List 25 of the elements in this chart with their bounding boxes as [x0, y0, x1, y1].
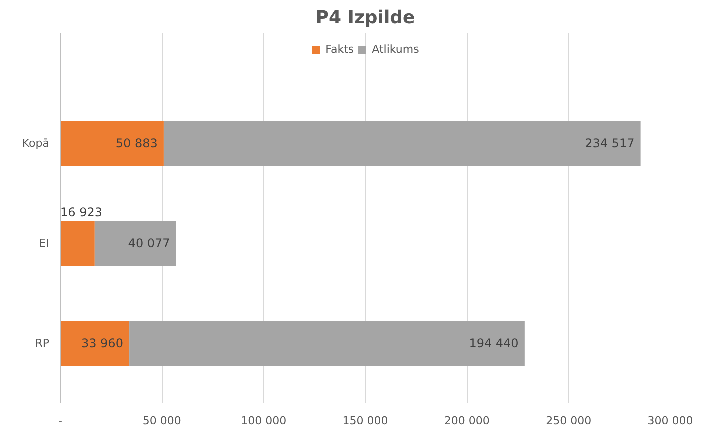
x-tick-label: 100 000: [241, 414, 287, 428]
data-label: 234 517: [585, 136, 635, 150]
x-tick-label: 200 000: [444, 414, 490, 428]
data-label: 194 440: [469, 336, 519, 350]
data-label: 33 960: [81, 336, 124, 350]
legend-label: Fakts: [326, 43, 354, 56]
y-tick-label: RP: [35, 337, 50, 350]
x-tick-label: 250 000: [546, 414, 592, 428]
y-tick-label: Kopā: [22, 137, 50, 150]
x-tick-label: 300 000: [648, 414, 694, 428]
bar: [164, 121, 641, 166]
legend-label: Atlikums: [372, 43, 420, 56]
x-tick-label: 150 000: [342, 414, 388, 428]
chart-title: P4 Izpilde: [316, 8, 416, 28]
bar: [60, 121, 164, 166]
bar: [94, 221, 176, 266]
x-tick-label: 50 000: [142, 414, 182, 428]
bar: [60, 321, 130, 366]
data-label: 50 883: [116, 136, 158, 150]
data-label: 40 077: [128, 236, 170, 250]
data-label: 16 923: [60, 206, 102, 220]
bar: [60, 221, 95, 266]
y-tick-label: EI: [39, 237, 50, 250]
bar: [130, 321, 525, 366]
x-tick-label: -: [58, 414, 63, 428]
